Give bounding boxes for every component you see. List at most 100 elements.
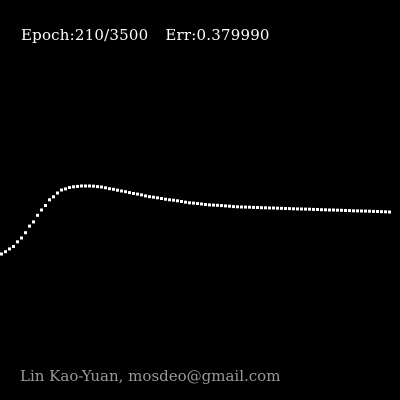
curve-point bbox=[184, 200, 187, 204]
epoch-counter: Epoch:210/3500 bbox=[21, 26, 149, 44]
curve-point bbox=[376, 210, 379, 213]
curve-point bbox=[84, 184, 87, 188]
curve-point bbox=[216, 203, 219, 207]
curve-point bbox=[236, 205, 239, 209]
curve-point bbox=[296, 207, 299, 211]
curve-point bbox=[148, 195, 151, 199]
curve-point bbox=[252, 205, 255, 209]
curve-point bbox=[192, 201, 195, 205]
curve-point bbox=[180, 200, 183, 203]
curve-point bbox=[312, 207, 315, 211]
curve-point bbox=[140, 193, 143, 197]
curve-point bbox=[24, 231, 27, 235]
curve-point bbox=[112, 187, 115, 191]
curve-point bbox=[260, 206, 263, 210]
curve-point bbox=[128, 191, 131, 195]
curve-point bbox=[332, 208, 335, 212]
curve-point bbox=[288, 207, 291, 211]
curve-point bbox=[364, 209, 367, 213]
curve-point bbox=[352, 209, 355, 213]
curve-point bbox=[324, 208, 327, 212]
curve-point bbox=[164, 197, 167, 201]
training-status: Epoch:210/3500 Err:0.379990 bbox=[21, 26, 270, 44]
fitted-curve bbox=[0, 184, 391, 256]
curve-point bbox=[328, 208, 331, 212]
curve-point bbox=[160, 197, 163, 200]
curve-point bbox=[16, 240, 19, 244]
curve-point bbox=[144, 194, 147, 198]
curve-point bbox=[120, 189, 123, 193]
curve-point bbox=[316, 208, 319, 211]
curve-point bbox=[28, 224, 31, 228]
curve-point bbox=[152, 195, 155, 199]
curve-point bbox=[248, 205, 251, 209]
curve-point bbox=[68, 186, 71, 189]
curve-point bbox=[56, 191, 59, 195]
curve-point bbox=[72, 185, 75, 189]
curve-point bbox=[380, 210, 383, 214]
curve-point bbox=[80, 184, 83, 188]
curve-point bbox=[20, 236, 23, 240]
curve-point bbox=[212, 203, 215, 207]
curve-point bbox=[244, 205, 247, 209]
curve-point bbox=[44, 204, 47, 207]
error-value: Err:0.379990 bbox=[165, 26, 270, 44]
curve-point bbox=[172, 198, 175, 202]
curve-point bbox=[292, 207, 295, 211]
curve-point bbox=[12, 245, 15, 248]
curve-point bbox=[52, 195, 55, 199]
curve-point bbox=[300, 207, 303, 211]
curve-point bbox=[156, 196, 159, 200]
curve-point bbox=[368, 209, 371, 213]
curve-point bbox=[388, 210, 391, 214]
curve-point bbox=[92, 184, 95, 188]
curve-point bbox=[88, 184, 91, 188]
curve-point bbox=[228, 204, 231, 208]
curve-point bbox=[168, 198, 171, 202]
curve-point bbox=[64, 187, 67, 191]
curve-point bbox=[308, 207, 311, 211]
curve-point bbox=[136, 192, 139, 196]
curve-point bbox=[272, 206, 275, 210]
curve-point bbox=[204, 203, 207, 206]
curve-point bbox=[48, 198, 51, 202]
curve-point bbox=[240, 205, 243, 209]
curve-point bbox=[8, 247, 11, 251]
curve-point bbox=[32, 220, 35, 224]
curve-point bbox=[220, 204, 223, 208]
curve-point bbox=[256, 206, 259, 209]
curve-point bbox=[344, 209, 347, 212]
curve-point bbox=[176, 199, 179, 203]
curve-point bbox=[304, 207, 307, 211]
curve-point bbox=[132, 192, 135, 195]
curve-point bbox=[4, 250, 7, 254]
curve-point bbox=[280, 206, 283, 210]
curve-point bbox=[104, 186, 107, 190]
curve-point bbox=[100, 185, 103, 189]
curve-point bbox=[200, 202, 203, 206]
curve-point bbox=[96, 185, 99, 189]
curve-point bbox=[340, 208, 343, 212]
curve-point bbox=[348, 209, 351, 213]
curve-point bbox=[336, 208, 339, 212]
curve-point bbox=[208, 203, 211, 207]
curve-point bbox=[36, 213, 39, 217]
curve-point bbox=[284, 207, 287, 210]
curve-point bbox=[320, 208, 323, 212]
curve-point bbox=[384, 210, 387, 214]
curve-point bbox=[360, 209, 363, 213]
curve-point bbox=[76, 184, 79, 188]
curve-point bbox=[232, 205, 235, 209]
curve-point bbox=[264, 206, 267, 210]
author-credit: Lin Kao-Yuan, mosdeo@gmail.com bbox=[20, 367, 281, 385]
curve-point bbox=[0, 252, 3, 256]
curve-point bbox=[372, 209, 375, 213]
curve-point bbox=[60, 188, 63, 192]
curve-point bbox=[224, 204, 227, 208]
curve-point bbox=[124, 190, 127, 194]
curve-point bbox=[40, 208, 43, 212]
curve-point bbox=[188, 201, 191, 205]
curve-point bbox=[116, 188, 119, 192]
